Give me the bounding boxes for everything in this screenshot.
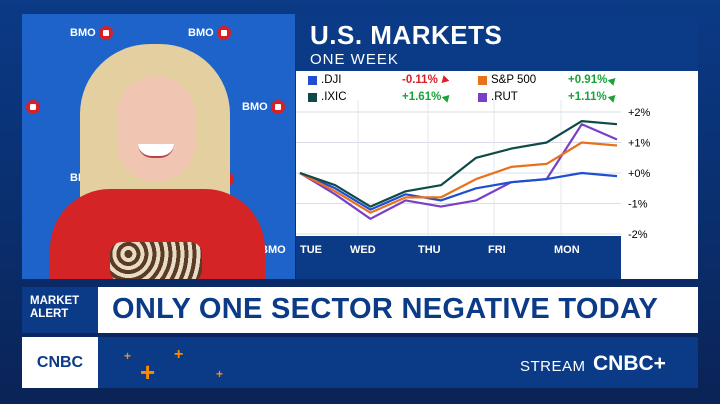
plus-decor-icon: + [140,357,156,387]
series-line-sp500 [299,141,618,214]
bmo-roundel-icon [270,100,285,114]
legend-label: S&P 500 [491,74,537,86]
alert-line: MARKET [30,295,80,307]
series-line-rut [299,123,618,220]
legend-label: .IXIC [321,91,347,103]
legend-change-ixic: +1.61% [402,91,453,103]
plus-decor-icon: + [124,349,132,363]
guest-face [117,76,195,181]
x-axis-bar: TUE WED THU FRI MON [296,236,621,279]
market-alert-badge: MARKET ALERT [22,287,98,333]
legend-label: .RUT [491,91,518,103]
y-tick-label: +1% [628,138,651,150]
y-tick-label: -2% [628,229,648,241]
series-line-dji [299,171,618,211]
plus-decor-icon: + [174,346,184,363]
series-swatch [308,92,317,102]
legend-row: .IXIC +1.61% .RUT +1.11% [308,91,628,107]
series-swatch [478,75,487,85]
x-tick-label: TUE [300,244,322,256]
legend-change: +1.61% [402,91,442,103]
sponsor-mark: BMO [260,244,286,256]
legend-item-ixic: .IXIC [308,91,347,103]
series-swatch [478,92,487,102]
bmo-roundel-icon [216,26,231,40]
network-logo: CNBC [22,337,98,388]
sponsor-mark [26,100,40,114]
legend-change-rut: +1.11% [568,91,619,103]
legend-item-sp500: S&P 500 [478,74,536,86]
legend-row: .DJI -0.11% S&P 500 +0.91% [308,74,628,90]
legend-change: +0.91% [568,74,608,86]
legend-item-rut: .RUT [478,91,518,103]
x-tick-label: THU [418,244,441,256]
x-tick-label: MON [554,244,580,256]
x-tick-label: WED [350,244,376,256]
line-chart: +2% +1% +0% -1% -2% [296,100,651,241]
series-line-ixic [299,119,618,208]
legend-item-dji: .DJI [308,74,341,86]
sponsor-mark: BMO [242,100,285,114]
alert-line: ALERT [30,308,69,320]
guest-smile [138,144,174,158]
stream-label: STREAM [520,358,586,375]
headline-bar: ONLY ONE SECTOR NEGATIVE TODAY [98,287,698,333]
bmo-roundel-icon [98,26,113,40]
x-tick-label: FRI [488,244,506,256]
chart-subtitle: ONE WEEK [310,51,399,68]
guest-scarf [110,242,202,279]
plus-decor-icon: + [216,367,224,381]
sponsor-mark: BMO [188,26,231,40]
stream-logo: CNBC+ [593,352,666,375]
chart-title: U.S. MARKETS [310,20,503,50]
legend-change: +1.11% [568,91,607,103]
chart-header: U.S. MARKETS ONE WEEK [296,14,698,71]
y-tick-label: +2% [628,107,651,119]
guest-video-feed: BMO BMO BMO BMO BMO [22,14,295,279]
legend-change-dji: -0.11% [402,74,450,86]
sponsor-mark: BMO [70,26,113,40]
y-tick-label: +0% [628,168,651,180]
legend-change: -0.11% [402,74,438,86]
headline-text: ONLY ONE SECTOR NEGATIVE TODAY [112,293,659,325]
network-logo-text: CNBC [36,353,84,371]
legend-change-sp500: +0.91% [568,74,619,86]
market-chart-panel: U.S. MARKETS ONE WEEK .DJI -0.11% S&P 50… [296,14,698,279]
y-tick-label: -1% [628,199,648,211]
legend-label: .DJI [321,74,342,86]
bmo-roundel-icon [26,100,40,114]
stream-promo-bar: + + + + STREAM CNBC+ [98,337,698,388]
series-swatch [308,75,317,85]
